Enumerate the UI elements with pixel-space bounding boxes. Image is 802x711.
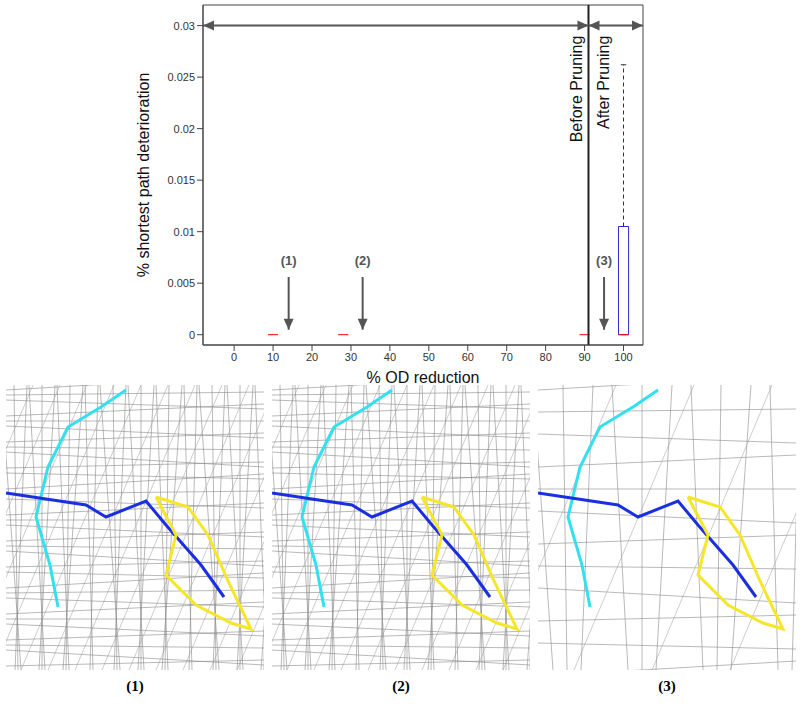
svg-text:30: 30 xyxy=(345,351,357,363)
svg-text:(2): (2) xyxy=(355,253,371,268)
svg-text:80: 80 xyxy=(540,351,552,363)
svg-text:Before Pruning: Before Pruning xyxy=(568,36,585,143)
svg-text:0.005: 0.005 xyxy=(167,277,195,289)
svg-text:10: 10 xyxy=(267,351,279,363)
svg-text:0.02: 0.02 xyxy=(174,123,195,135)
svg-text:70: 70 xyxy=(501,351,513,363)
html-text:(2): (2) xyxy=(392,678,410,694)
svg-text:(3): (3) xyxy=(596,253,612,268)
svg-text:0.01: 0.01 xyxy=(174,226,195,238)
svg-text:After Pruning: After Pruning xyxy=(595,36,612,129)
svg-text:90: 90 xyxy=(578,351,590,363)
svg-text:(1): (1) xyxy=(281,253,297,268)
svg-text:0: 0 xyxy=(189,329,195,341)
html-text:(3): (3) xyxy=(658,678,676,694)
html-text:(1): (1) xyxy=(126,678,144,694)
svg-text:% OD reduction: % OD reduction xyxy=(367,369,480,385)
svg-text:20: 20 xyxy=(306,351,318,363)
svg-text:50: 50 xyxy=(423,351,435,363)
svg-text:40: 40 xyxy=(384,351,396,363)
svg-text:0: 0 xyxy=(231,351,237,363)
svg-text:100: 100 xyxy=(614,351,632,363)
svg-text:0.015: 0.015 xyxy=(167,174,195,186)
svg-text:0.025: 0.025 xyxy=(167,71,195,83)
svg-text:% shortest path deterioration: % shortest path deterioration xyxy=(135,73,152,278)
svg-text:60: 60 xyxy=(462,351,474,363)
svg-text:0.03: 0.03 xyxy=(174,20,195,32)
